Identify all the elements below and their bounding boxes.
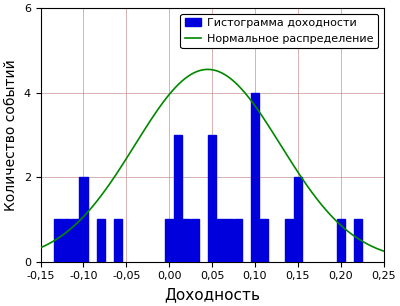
Bar xyxy=(174,135,182,262)
Bar xyxy=(285,219,293,262)
Bar xyxy=(208,135,216,262)
Bar xyxy=(216,219,225,262)
Bar xyxy=(251,93,259,262)
Legend: Гистограмма доходности, Нормальное распределение: Гистограмма доходности, Нормальное распр… xyxy=(180,14,378,48)
Bar xyxy=(354,219,362,262)
Bar xyxy=(260,219,268,262)
Bar xyxy=(54,219,62,262)
Bar xyxy=(62,219,70,262)
Bar xyxy=(182,219,190,262)
Bar xyxy=(71,219,79,262)
Bar xyxy=(225,219,233,262)
Bar xyxy=(165,219,173,262)
Bar xyxy=(234,219,242,262)
Bar xyxy=(114,219,122,262)
Bar xyxy=(294,177,302,262)
Y-axis label: Количество событий: Количество событий xyxy=(4,59,18,211)
X-axis label: Доходность: Доходность xyxy=(164,287,260,302)
Bar xyxy=(79,177,88,262)
Bar xyxy=(191,219,199,262)
Bar xyxy=(336,219,345,262)
Bar xyxy=(96,219,105,262)
